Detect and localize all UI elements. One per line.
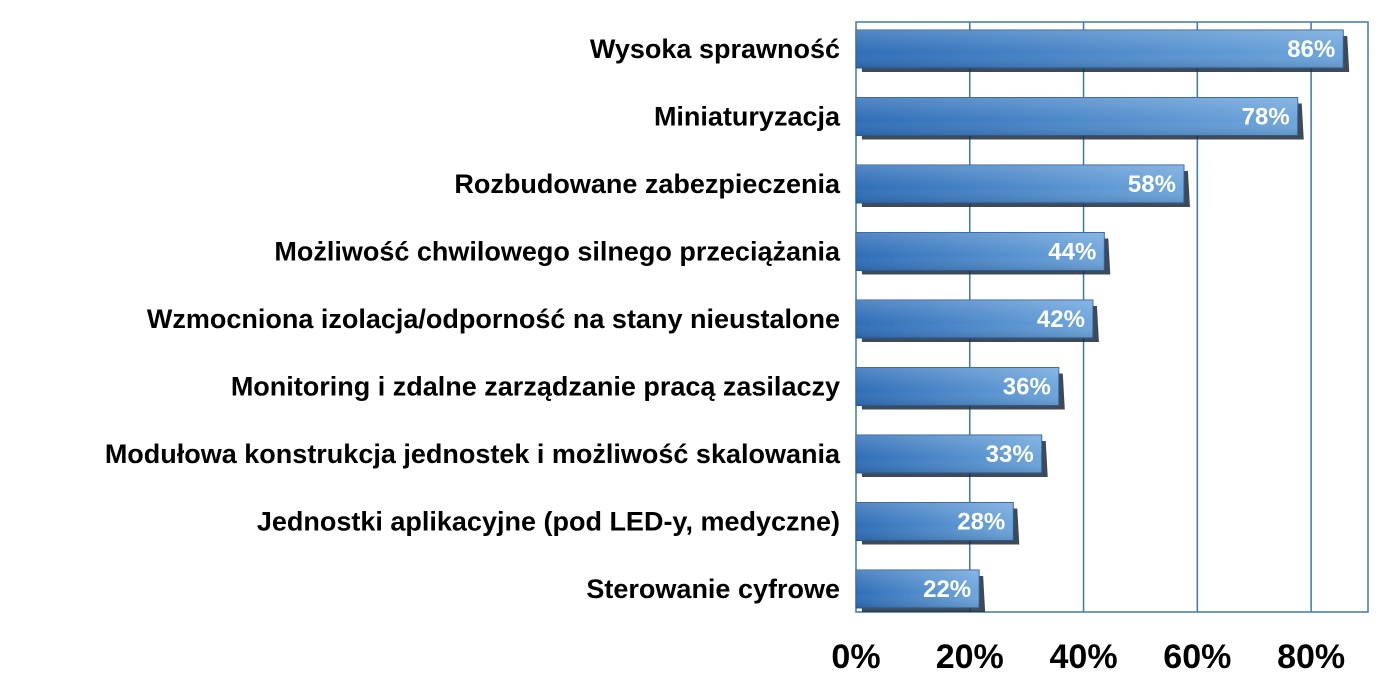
bar-sheen (856, 367, 1059, 406)
category-label: Miniaturyzacja (654, 102, 841, 132)
bar-group-4: 42% (855, 299, 1099, 342)
category-label: Możliwość chwilowego silnego przeciążani… (274, 237, 841, 267)
category-label: Wzmocniona izolacja/odporność na stany n… (147, 304, 840, 334)
category-labels: Wysoka sprawność Miniaturyzacja Rozbudowan… (105, 34, 841, 604)
x-tick-label: 80% (1277, 638, 1345, 676)
data-label: 44% (1048, 239, 1096, 266)
data-label: 42% (1037, 306, 1085, 333)
bar-sheen (856, 30, 1344, 68)
bars: 86% 78% 58% 44% 42% 36% 33% 28% 22% (855, 29, 1350, 612)
x-tick-label: 60% (1163, 638, 1231, 676)
category-label: Monitoring i zdalne zarządzanie pracą za… (231, 372, 840, 402)
bar-sheen (856, 165, 1184, 203)
data-label: 28% (957, 509, 1005, 536)
bar-group-5: 36% (855, 367, 1065, 410)
category-label: Sterowanie cyfrowe (586, 574, 840, 604)
bar-group-3: 44% (855, 232, 1111, 275)
x-tick-label: 40% (1050, 638, 1118, 676)
bar-sheen (856, 300, 1093, 338)
bar-group-2: 58% (855, 164, 1190, 207)
data-label: 22% (923, 576, 971, 603)
category-label: Modułowa konstrukcja jednostek i możliwo… (105, 439, 841, 469)
data-label: 33% (986, 441, 1034, 468)
bar-group-0: 86% (855, 29, 1350, 72)
bar-group-6: 33% (855, 434, 1048, 477)
category-label: Rozbudowane zabezpieczenia (454, 169, 841, 199)
data-label: 36% (1003, 374, 1051, 401)
x-axis-ticks: 0% 20% 40% 60% 80% (831, 638, 1345, 676)
data-label: 58% (1128, 171, 1176, 198)
bar-sheen (856, 232, 1105, 271)
bar-group-7: 28% (855, 502, 1020, 545)
bar-sheen (856, 435, 1042, 473)
category-label: Wysoka sprawność (590, 34, 840, 64)
bar-sheen (856, 97, 1298, 136)
x-tick-label: 20% (936, 638, 1004, 676)
bar-sheen (856, 502, 1014, 541)
bar-group-1: 78% (855, 97, 1304, 140)
data-label: 86% (1287, 36, 1335, 63)
x-tick-label: 0% (831, 638, 880, 676)
bar-sheen (856, 570, 980, 608)
category-label: Jednostki aplikacyjne (pod LED-y, medycz… (257, 507, 840, 537)
bar-group-8: 22% (855, 569, 986, 612)
data-label: 78% (1242, 104, 1290, 131)
